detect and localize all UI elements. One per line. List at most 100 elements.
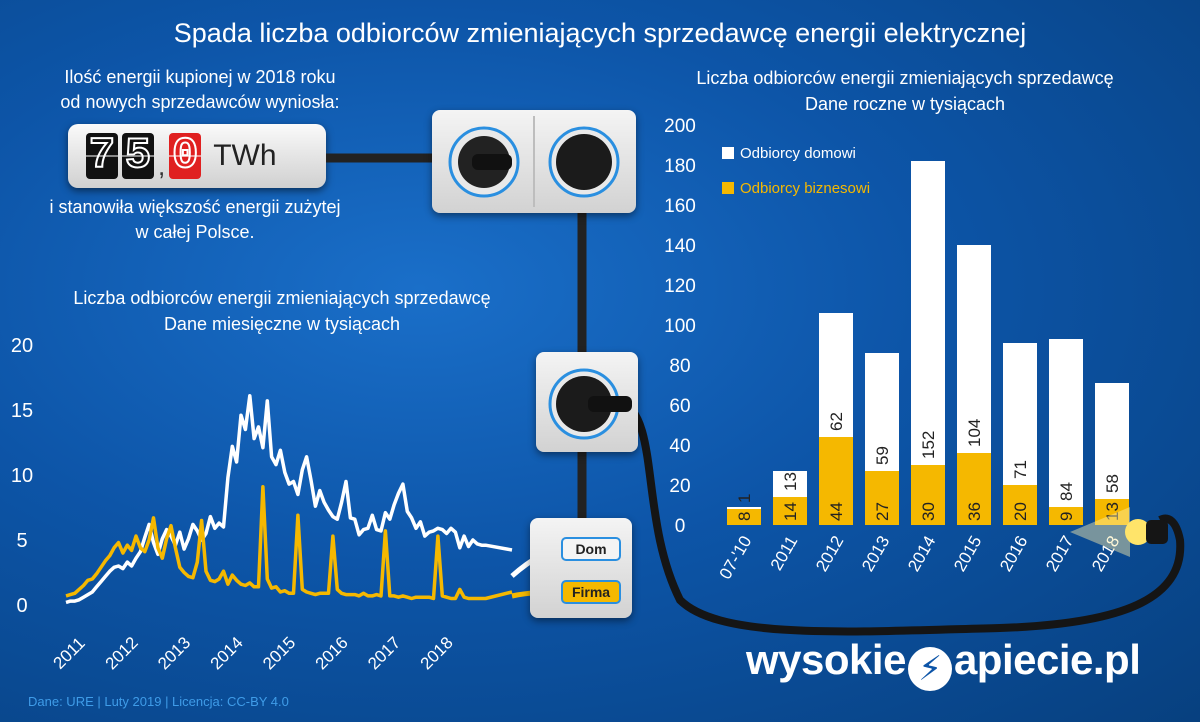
line-ytick-label: 10 <box>11 465 33 487</box>
bar-label-home: 71 <box>1011 460 1030 479</box>
bar-business <box>1003 485 1037 525</box>
bar-business <box>911 465 945 525</box>
line-xtick-label: 2015 <box>259 633 299 673</box>
tag-firma: Firma <box>561 580 621 604</box>
bar-label-home: 58 <box>1103 474 1122 493</box>
bar-home <box>957 245 991 453</box>
tag-dom: Dom <box>561 537 621 561</box>
bar-chart-subtitle: Dane roczne w tysiącach <box>805 94 1005 114</box>
bar-home <box>727 507 761 509</box>
brand-logo: wysokie ⚡ apiecie.pl <box>746 636 1141 691</box>
energy-caption-line-3: i stanowiła większość energii zużytej <box>49 197 341 217</box>
bar-xtick-label: 2014 <box>904 533 939 575</box>
bar-label-home: 104 <box>965 419 984 447</box>
bar-xtick-label: 2011 <box>767 533 802 574</box>
bar-ytick-label: 80 <box>669 356 690 377</box>
energy-caption-bottom: i stanowiła większość energii zużytej w … <box>0 195 390 245</box>
outlet-lower: Dom Firma <box>530 518 632 618</box>
outlet-top <box>432 110 636 213</box>
label-firma: Firma <box>572 584 610 600</box>
bar-label-home: 62 <box>827 412 846 431</box>
bar-ytick-label: 200 <box>664 116 696 137</box>
bar-label-home: 152 <box>919 431 938 459</box>
bar-ytick-label: 60 <box>669 396 690 417</box>
bar-ytick-label: 0 <box>675 516 686 537</box>
label-dom: Dom <box>575 541 606 557</box>
bar-business <box>1049 507 1083 525</box>
line-ytick-label: 0 <box>16 595 27 617</box>
bar-home <box>865 353 899 471</box>
bar-xtick-label: 2017 <box>1042 533 1077 575</box>
bar-ytick-label: 100 <box>664 316 696 337</box>
bar-chart-title: Liczba odbiorców energii zmieniających s… <box>696 68 1113 88</box>
bar-business <box>957 453 991 525</box>
bar-ytick-label: 140 <box>664 236 696 257</box>
bar-label-business: 30 <box>919 502 938 521</box>
bar-home <box>1049 339 1083 507</box>
bar-xtick-label: 07-'10 <box>716 533 756 583</box>
legend-label-home: Odbiorcy domowi <box>740 145 856 162</box>
bar-label-business: 44 <box>827 502 846 521</box>
energy-caption-line-1: Ilość energii kupionej w 2018 roku <box>64 67 336 87</box>
legend-label-business: Odbiorcy biznesowi <box>740 180 870 197</box>
bar-ytick-label: 160 <box>664 196 696 217</box>
bar-business <box>1095 499 1129 525</box>
bar-label-business: 20 <box>1011 502 1030 521</box>
socket-icon <box>448 116 620 207</box>
plug-icon <box>548 368 632 440</box>
bar-home <box>911 161 945 465</box>
yearly-bar-chart: Liczba odbiorców energii zmieniających s… <box>664 68 1168 583</box>
bar-home <box>1095 383 1129 499</box>
main-title: Spada liczba odbiorców zmieniających spr… <box>173 18 1027 48</box>
counter-unit: TWh <box>213 139 277 172</box>
bar-label-business: 9 <box>1057 512 1076 521</box>
bar-label-business: 8 <box>735 512 754 521</box>
line-xtick-label: 2016 <box>312 633 352 673</box>
counter-digit-3: 0 <box>169 132 202 180</box>
bar-business <box>773 497 807 525</box>
bar-business <box>865 471 899 525</box>
footer-credits: Dane: URE | Luty 2019 | Licencja: CC-BY … <box>28 694 289 709</box>
energy-counter: 7 5 , 0 TWh <box>68 124 326 188</box>
energy-caption-line-4: w całej Polsce. <box>135 222 255 242</box>
line-xtick-label: 2014 <box>207 633 247 673</box>
legend-swatch-home <box>722 147 734 159</box>
counter-digit-1: 7 <box>86 132 118 180</box>
bar-ytick-label: 120 <box>664 276 696 297</box>
line-ytick-label: 20 <box>11 335 33 357</box>
bolt-icon: ⚡ <box>907 647 952 691</box>
bar-label-business: 36 <box>965 502 984 521</box>
legend-swatch-business <box>722 182 734 194</box>
line-xtick-label: 2017 <box>364 633 404 673</box>
bar-ytick-label: 20 <box>669 476 690 497</box>
bar-label-home: 59 <box>873 446 892 465</box>
line-xtick-label: 2013 <box>154 633 194 673</box>
bar-xtick-label: 2013 <box>858 533 893 575</box>
outlet-middle <box>536 352 638 452</box>
line-xtick-label: 2012 <box>102 633 142 673</box>
bar-xtick-label: 2012 <box>812 533 847 575</box>
line-series-firma <box>65 484 513 601</box>
monthly-line-chart: Liczba odbiorców energii zmieniających s… <box>11 288 513 673</box>
bar-business <box>819 437 853 525</box>
bar-label-business: 13 <box>1103 502 1122 521</box>
bar-ytick-label: 40 <box>669 436 690 457</box>
line-xtick-label: 2018 <box>417 633 457 673</box>
bar-legend: Odbiorcy domowi Odbiorcy biznesowi <box>722 145 870 197</box>
line-chart-title: Liczba odbiorców energii zmieniających s… <box>73 288 490 308</box>
bar-ytick-label: 180 <box>664 156 696 177</box>
counter-comma: , <box>158 151 166 181</box>
line-ytick-label: 5 <box>16 530 27 552</box>
counter-digit-2: 5 <box>122 132 154 180</box>
bar-label-business: 14 <box>781 502 800 521</box>
lamp-icon <box>1070 507 1168 557</box>
cable-to-lamp <box>619 398 1185 636</box>
bar-home <box>819 313 853 437</box>
bar-label-home: 84 <box>1057 482 1076 501</box>
brand-left: wysokie <box>746 636 906 683</box>
bar-label-home: 13 <box>781 472 800 491</box>
bar-xtick-label: 2016 <box>996 533 1031 575</box>
bar-home <box>1003 343 1037 485</box>
energy-caption-top: Ilość energii kupionej w 2018 roku od no… <box>0 65 400 115</box>
line-ytick-label: 15 <box>11 400 33 422</box>
